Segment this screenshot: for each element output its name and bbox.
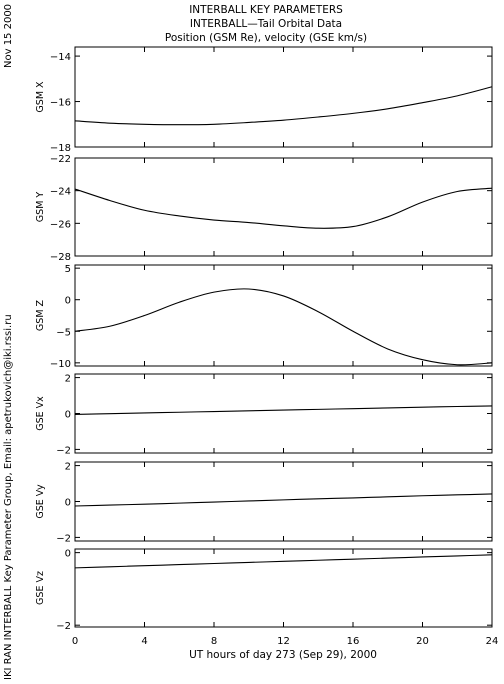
x-tick-label: 4 xyxy=(141,636,147,647)
y-tick-label: 0 xyxy=(65,410,71,421)
panel-gsm-z: −10 −5 0 5 GSM Z xyxy=(35,264,493,370)
x-tick-label: 16 xyxy=(347,636,360,647)
x-tick-label: 0 xyxy=(72,636,78,647)
y-tick-label: 2 xyxy=(65,374,71,385)
x-axis-title: UT hours of day 273 (Sep 29), 2000 xyxy=(189,649,377,661)
panel-frame xyxy=(74,548,493,628)
title-block: INTERBALL KEY PARAMETERS INTERBALL—Tail … xyxy=(165,4,367,44)
series-line xyxy=(74,288,493,366)
panel-gse-vz: −2 0 GSE Vz xyxy=(35,548,493,632)
y-tick-label: 2 xyxy=(65,462,71,473)
series-line xyxy=(74,405,493,415)
y-tick-label: 0 xyxy=(65,549,71,560)
y-tick-label: −2 xyxy=(56,621,71,632)
y-axis-label: GSM Z xyxy=(35,299,46,331)
panel-gse-vy: −2 0 2 GSE Vy xyxy=(35,461,493,544)
y-axis-label: GSE Vx xyxy=(35,396,46,431)
y-tick-label: −16 xyxy=(50,98,71,109)
date-stamp: Nov 15 2000 xyxy=(3,4,14,68)
y-axis-label: GSM Y xyxy=(35,192,46,223)
title-line-1: INTERBALL KEY PARAMETERS xyxy=(189,4,343,16)
panel-frame xyxy=(74,157,493,257)
panel-frame xyxy=(74,46,493,148)
y-tick-label: 5 xyxy=(65,264,71,275)
y-axis-label: GSE Vz xyxy=(35,571,46,605)
y-axis-label: GSE Vy xyxy=(35,484,46,519)
series-line xyxy=(74,493,493,507)
y-tick-label: −14 xyxy=(50,52,71,63)
x-tick-label: 24 xyxy=(486,636,499,647)
panel-frame xyxy=(74,264,493,367)
y-tick-label: −22 xyxy=(50,154,71,165)
y-tick-label: −2 xyxy=(56,533,71,544)
series-line xyxy=(74,187,493,229)
y-tick-label: −2 xyxy=(56,445,71,456)
y-tick-label: −26 xyxy=(50,219,71,230)
series-line xyxy=(74,86,493,126)
series-line xyxy=(74,554,493,569)
y-tick-label: −10 xyxy=(50,359,71,370)
x-tick-label: 12 xyxy=(277,636,290,647)
x-tick-label: 20 xyxy=(416,636,429,647)
y-tick-label: −18 xyxy=(50,143,71,154)
y-tick-label: −24 xyxy=(50,187,71,198)
y-tick-label: 0 xyxy=(65,498,71,509)
panel-gsm-y: −28 −26 −24 −22 GSM Y xyxy=(35,154,493,263)
credit-line: IKI RAN INTERBALL Key Parameter Group, E… xyxy=(3,314,14,680)
title-line-2: INTERBALL—Tail Orbital Data xyxy=(190,18,342,30)
y-tick-label: −28 xyxy=(50,252,71,263)
y-tick-label: −5 xyxy=(56,327,71,338)
panel-gsm-x: −18 −16 −14 GSM X xyxy=(35,46,493,154)
panel-frame xyxy=(74,461,493,542)
y-tick-label: 0 xyxy=(65,296,71,307)
panel-gse-vx: −2 0 2 GSE Vx xyxy=(35,373,493,456)
x-tick-label: 8 xyxy=(211,636,217,647)
y-axis-label: GSM X xyxy=(35,81,46,113)
title-line-3: Position (GSM Re), velocity (GSE km/s) xyxy=(165,32,367,44)
